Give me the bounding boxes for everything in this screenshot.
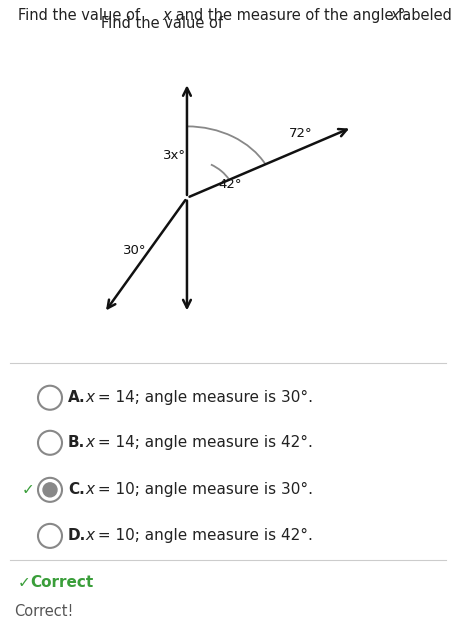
Text: ✓: ✓ xyxy=(18,575,30,590)
Text: x: x xyxy=(85,482,94,497)
Text: x: x xyxy=(162,8,170,23)
Text: A.: A. xyxy=(68,390,86,405)
Text: and the measure of the angle labeled 3: and the measure of the angle labeled 3 xyxy=(171,8,455,23)
Text: 30°: 30° xyxy=(123,244,146,257)
Text: x: x xyxy=(85,390,94,405)
Text: ✓: ✓ xyxy=(21,482,34,497)
Text: x: x xyxy=(85,528,94,543)
Text: D.: D. xyxy=(68,528,86,543)
Text: Find the value of: Find the value of xyxy=(101,16,228,31)
Text: Find the value of: Find the value of xyxy=(18,8,145,23)
Text: C.: C. xyxy=(68,482,85,497)
Circle shape xyxy=(43,483,57,497)
Text: = 14; angle measure is 30°.: = 14; angle measure is 30°. xyxy=(93,390,312,405)
Text: Correct: Correct xyxy=(30,575,93,590)
Text: = 10; angle measure is 30°.: = 10; angle measure is 30°. xyxy=(93,482,312,497)
Text: x: x xyxy=(389,8,398,23)
Text: Correct!: Correct! xyxy=(14,605,73,619)
Text: 42°: 42° xyxy=(218,178,242,192)
Text: 72°: 72° xyxy=(288,127,312,140)
Text: x: x xyxy=(85,435,94,450)
Text: °.: °. xyxy=(397,8,409,23)
Text: = 14; angle measure is 42°.: = 14; angle measure is 42°. xyxy=(93,435,312,450)
Text: 3x°: 3x° xyxy=(162,149,185,162)
Text: B.: B. xyxy=(68,435,85,450)
Text: = 10; angle measure is 42°.: = 10; angle measure is 42°. xyxy=(93,528,312,543)
